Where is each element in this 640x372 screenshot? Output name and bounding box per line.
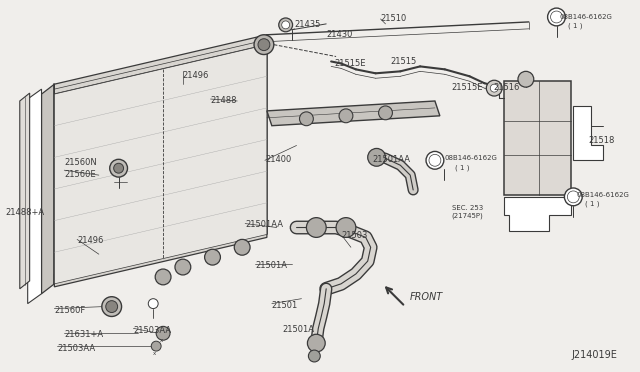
Circle shape xyxy=(205,249,220,265)
Circle shape xyxy=(564,188,582,206)
Polygon shape xyxy=(267,101,440,126)
Circle shape xyxy=(339,109,353,123)
Circle shape xyxy=(426,151,444,169)
Text: 21515E: 21515E xyxy=(334,60,365,68)
Circle shape xyxy=(102,297,122,317)
Text: 21400: 21400 xyxy=(265,155,291,164)
Circle shape xyxy=(518,71,534,87)
Text: 21510: 21510 xyxy=(381,14,407,23)
Text: ( 1 ): ( 1 ) xyxy=(568,23,583,29)
Circle shape xyxy=(307,218,326,237)
Circle shape xyxy=(568,191,579,203)
Text: 21496: 21496 xyxy=(77,237,104,246)
Circle shape xyxy=(151,341,161,351)
Circle shape xyxy=(379,106,392,120)
Circle shape xyxy=(429,154,441,166)
Text: 21501AA: 21501AA xyxy=(372,155,411,164)
Circle shape xyxy=(234,239,250,255)
Text: 21501A: 21501A xyxy=(255,261,287,270)
Circle shape xyxy=(486,80,502,96)
Text: J214019E: J214019E xyxy=(572,350,618,360)
Text: FRONT: FRONT xyxy=(410,292,444,302)
Circle shape xyxy=(279,18,292,32)
Text: 08B146-6162G: 08B146-6162G xyxy=(445,155,498,161)
Circle shape xyxy=(282,21,290,29)
Text: 21503: 21503 xyxy=(341,231,367,240)
Circle shape xyxy=(148,299,158,308)
Text: SEC. 253: SEC. 253 xyxy=(452,205,483,211)
Circle shape xyxy=(308,350,320,362)
Text: x: x xyxy=(159,338,163,343)
Text: 21560E: 21560E xyxy=(64,170,96,179)
Polygon shape xyxy=(20,93,29,289)
Polygon shape xyxy=(504,197,572,231)
Text: 21435: 21435 xyxy=(294,20,321,29)
Text: (21745P): (21745P) xyxy=(452,213,483,219)
Polygon shape xyxy=(504,81,572,195)
Text: 21488: 21488 xyxy=(211,96,237,105)
Polygon shape xyxy=(28,89,42,304)
Text: B: B xyxy=(571,195,576,199)
Circle shape xyxy=(258,39,270,51)
Polygon shape xyxy=(54,35,267,94)
Circle shape xyxy=(307,334,325,352)
Circle shape xyxy=(114,163,124,173)
Text: B: B xyxy=(433,158,437,163)
Circle shape xyxy=(254,35,274,55)
Text: 08B146-6162G: 08B146-6162G xyxy=(559,14,612,20)
Circle shape xyxy=(490,84,498,92)
Text: 21560N: 21560N xyxy=(64,158,97,167)
Text: 21496: 21496 xyxy=(183,71,209,80)
Circle shape xyxy=(106,301,118,312)
Text: 21503AA: 21503AA xyxy=(134,326,172,336)
Text: 21515: 21515 xyxy=(390,57,417,65)
Text: 21501AA: 21501AA xyxy=(245,219,283,229)
Circle shape xyxy=(109,159,127,177)
Text: ( 1 ): ( 1 ) xyxy=(585,201,600,207)
Circle shape xyxy=(300,112,314,126)
Polygon shape xyxy=(42,84,54,294)
Text: 21515E: 21515E xyxy=(452,83,483,92)
Circle shape xyxy=(155,269,171,285)
Text: B: B xyxy=(554,15,559,19)
Text: 21516: 21516 xyxy=(493,83,520,92)
Text: ( 1 ): ( 1 ) xyxy=(454,164,469,171)
Text: 21560F: 21560F xyxy=(54,306,86,315)
Text: 21501: 21501 xyxy=(272,301,298,310)
Text: 21488+A: 21488+A xyxy=(5,208,44,217)
Text: 21503AA: 21503AA xyxy=(58,344,95,353)
Circle shape xyxy=(175,259,191,275)
Circle shape xyxy=(550,11,563,23)
Polygon shape xyxy=(573,106,603,160)
Text: 21518: 21518 xyxy=(588,135,614,145)
Polygon shape xyxy=(54,45,267,284)
Polygon shape xyxy=(54,225,267,287)
Text: 21501A: 21501A xyxy=(283,326,315,334)
Text: x: x xyxy=(152,350,156,356)
Circle shape xyxy=(336,218,356,237)
Text: 08B146-6162G: 08B146-6162G xyxy=(576,192,629,198)
Circle shape xyxy=(156,326,170,340)
Circle shape xyxy=(368,148,385,166)
Text: 21430: 21430 xyxy=(326,30,353,39)
Text: 21631+A: 21631+A xyxy=(64,330,104,339)
Circle shape xyxy=(548,8,565,26)
